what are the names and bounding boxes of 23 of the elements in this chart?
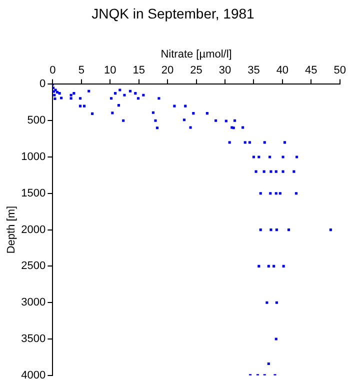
x-tick-label: 45	[305, 64, 318, 77]
y-tick-label: 1500	[21, 187, 46, 200]
y-tick-label: 2000	[21, 224, 46, 236]
y-tick-label: 0	[40, 78, 46, 90]
x-tick-label: 35	[248, 64, 260, 77]
y-tick-label: 1000	[21, 151, 46, 164]
y-tick-label: 2500	[21, 260, 46, 272]
x-axis-title: Nitrate [µmol/l]	[160, 48, 232, 60]
x-tick-label: 10	[104, 64, 116, 77]
x-tick-label: 20	[161, 64, 174, 77]
y-tick-label: 3500	[21, 333, 46, 346]
y-axis-title: Depth [m]	[6, 206, 18, 254]
x-tick-label: 0	[50, 64, 56, 77]
chart-title: JNQK in September, 1981	[92, 5, 255, 22]
x-tick-label: 5	[78, 64, 84, 77]
y-tick-label: 3000	[21, 296, 46, 309]
x-tick-label: 25	[190, 64, 202, 77]
x-tick-label: 50	[334, 64, 346, 77]
x-tick-label: 15	[132, 64, 145, 77]
y-tick-label: 500	[27, 114, 46, 127]
x-tick-label: 40	[276, 64, 289, 77]
x-tick-label: 30	[218, 64, 232, 77]
y-tick-label: 4000	[21, 369, 46, 382]
